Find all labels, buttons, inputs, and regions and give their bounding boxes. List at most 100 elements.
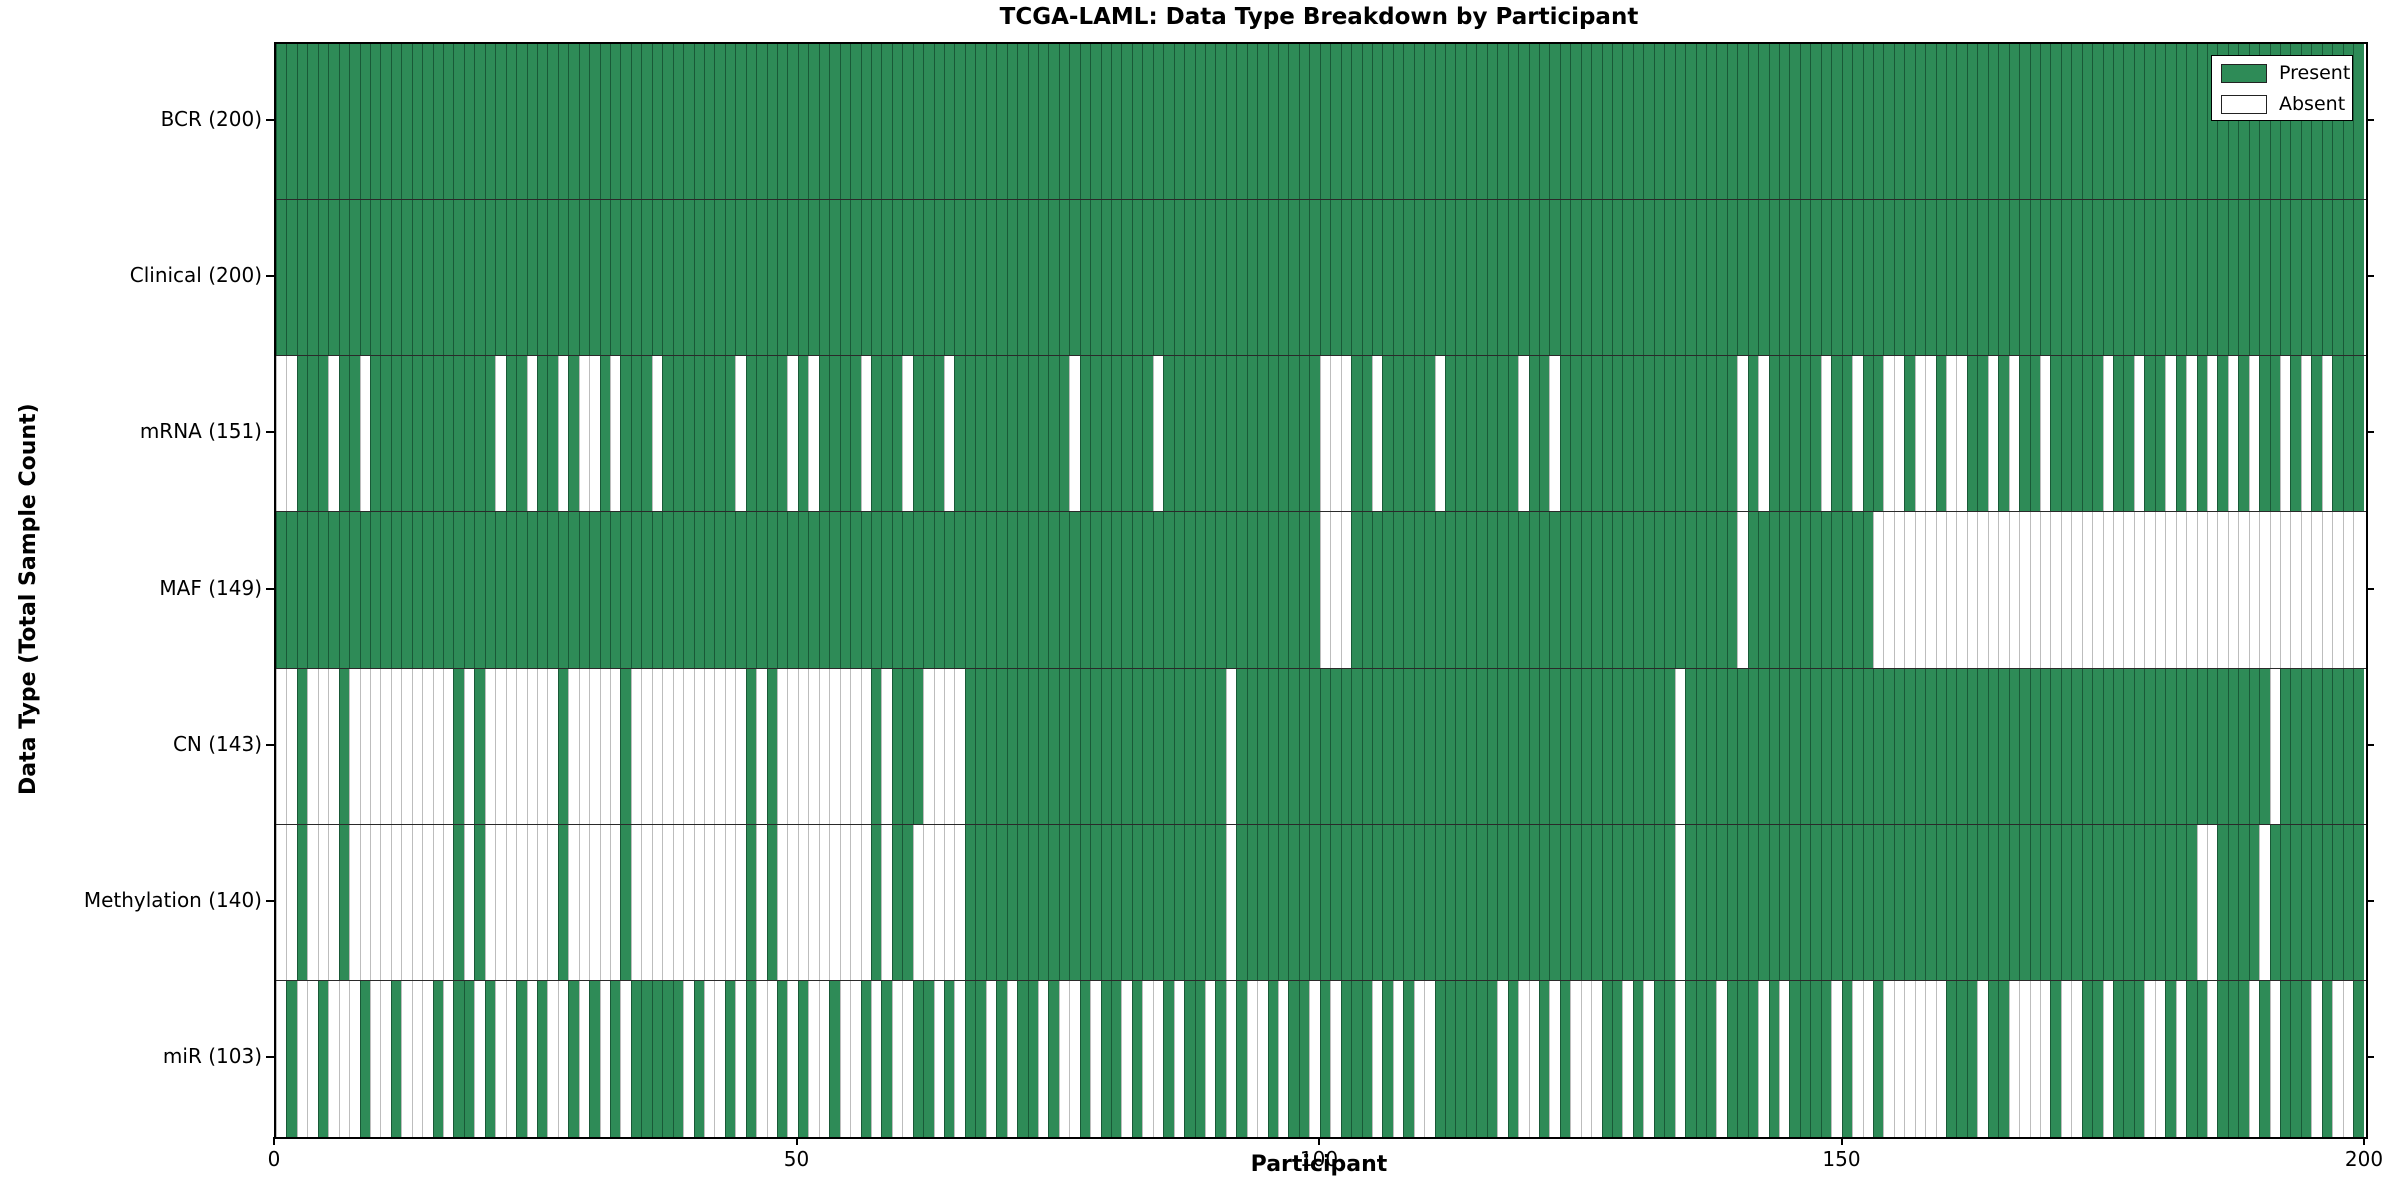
heatmap-cell — [1841, 824, 1853, 980]
heatmap-cell — [2248, 824, 2260, 980]
heatmap-cell — [1111, 668, 1122, 824]
heatmap-cell — [735, 668, 746, 824]
heatmap-cell — [2071, 824, 2082, 980]
heatmap-cell — [2102, 512, 2113, 668]
heatmap-cell — [1079, 668, 1091, 824]
heatmap-cell — [401, 668, 412, 824]
x-tick-label-0: 0 — [267, 1147, 281, 1171]
heatmap-cell — [1528, 980, 1539, 1137]
heatmap-cell — [662, 200, 673, 356]
heatmap-cell — [1674, 824, 1686, 980]
heatmap-cell — [1100, 356, 1111, 512]
heatmap-cell — [954, 356, 965, 512]
heatmap-cell — [2321, 980, 2333, 1137]
heatmap-cell — [1278, 356, 1289, 512]
y-tick-label-mRNA: mRNA (151) — [139, 419, 262, 444]
heatmap-cell — [2102, 356, 2113, 512]
heatmap-cell — [1705, 512, 1717, 668]
heatmap-cell — [1559, 356, 1571, 512]
heatmap-cell — [1862, 824, 1873, 980]
heatmap-cell — [547, 44, 558, 200]
heatmap-cell — [881, 824, 892, 980]
heatmap-cell — [1612, 512, 1623, 668]
heatmap-cell — [787, 980, 798, 1137]
heatmap-cell — [1518, 512, 1529, 668]
heatmap-cell — [2238, 44, 2249, 200]
x-tick-label-100: 100 — [1299, 1147, 1339, 1171]
heatmap-cell — [411, 668, 423, 824]
heatmap-cell — [1507, 44, 1519, 200]
heatmap-cell — [1726, 512, 1738, 668]
heatmap-cell — [2227, 44, 2239, 200]
heatmap-cell — [1361, 512, 1372, 668]
heatmap-cell — [1872, 200, 1884, 356]
heatmap-cell — [1330, 512, 1341, 668]
heatmap-cell — [2290, 824, 2301, 980]
heatmap-cell — [1789, 668, 1800, 824]
heatmap-cell — [1497, 356, 1508, 512]
heatmap-cell — [1424, 980, 1435, 1137]
heatmap-cell — [1204, 200, 1216, 356]
heatmap-cell — [1622, 44, 1633, 200]
heatmap-cell — [1643, 200, 1654, 356]
heatmap-cell — [954, 824, 965, 980]
heatmap-cell — [1017, 824, 1028, 980]
heatmap-cell — [2206, 512, 2218, 668]
heatmap-cell — [2311, 668, 2322, 824]
heatmap-cell — [1538, 980, 1550, 1137]
heatmap-cell — [703, 44, 715, 200]
heatmap-cell — [944, 668, 955, 824]
heatmap-cell — [401, 356, 412, 512]
heatmap-cell — [505, 356, 517, 512]
heatmap-cell — [954, 668, 965, 824]
heatmap-cell — [1893, 980, 1905, 1137]
heatmap-cell — [568, 200, 579, 356]
heatmap-cell — [1121, 44, 1132, 200]
heatmap-cell — [1476, 44, 1487, 200]
heatmap-cell — [568, 44, 579, 200]
heatmap-cell — [2092, 980, 2103, 1137]
heatmap-cell — [1319, 356, 1331, 512]
heatmap-cell — [516, 44, 527, 200]
heatmap-cell — [818, 356, 830, 512]
heatmap-cell — [662, 44, 673, 200]
heatmap-cell — [2269, 824, 2280, 980]
heatmap-cell — [2029, 44, 2040, 200]
heatmap-cell — [1810, 512, 1821, 668]
heatmap-cell — [630, 200, 642, 356]
heatmap-cell — [1246, 668, 1258, 824]
heatmap-cell — [1632, 200, 1644, 356]
heatmap-cell — [432, 668, 443, 824]
heatmap-cell — [1455, 980, 1466, 1137]
heatmap-cell — [2050, 824, 2061, 980]
heatmap-cell — [1006, 356, 1018, 512]
heatmap-cell — [1163, 44, 1174, 200]
heatmap-cell — [1987, 980, 1999, 1137]
heatmap-cell — [745, 200, 757, 356]
heatmap-cell — [683, 44, 694, 200]
heatmap-cell — [2290, 668, 2301, 824]
heatmap-cell — [1872, 356, 1884, 512]
heatmap-cell — [474, 200, 485, 356]
heatmap-cell — [808, 512, 819, 668]
heatmap-cell — [1392, 356, 1404, 512]
heatmap-cell — [2019, 668, 2030, 824]
y-tick-right — [2366, 275, 2374, 278]
heatmap-cell — [2196, 200, 2207, 356]
heatmap-cell — [933, 44, 944, 200]
heatmap-cell — [2144, 980, 2155, 1137]
heatmap-cell — [536, 668, 548, 824]
heatmap-cell — [996, 44, 1007, 200]
heatmap-cell — [369, 44, 381, 200]
heatmap-cell — [2342, 200, 2354, 356]
heatmap-cell — [944, 980, 955, 1137]
heatmap-cell — [787, 824, 798, 980]
heatmap-cell — [2206, 200, 2218, 356]
heatmap-cell — [516, 356, 527, 512]
heatmap-cell — [1528, 668, 1539, 824]
heatmap-cell — [964, 200, 976, 356]
heatmap-cell — [2217, 668, 2228, 824]
heatmap-cell — [2071, 980, 2082, 1137]
heatmap-cell — [985, 980, 997, 1137]
heatmap-cell — [1831, 200, 1842, 356]
